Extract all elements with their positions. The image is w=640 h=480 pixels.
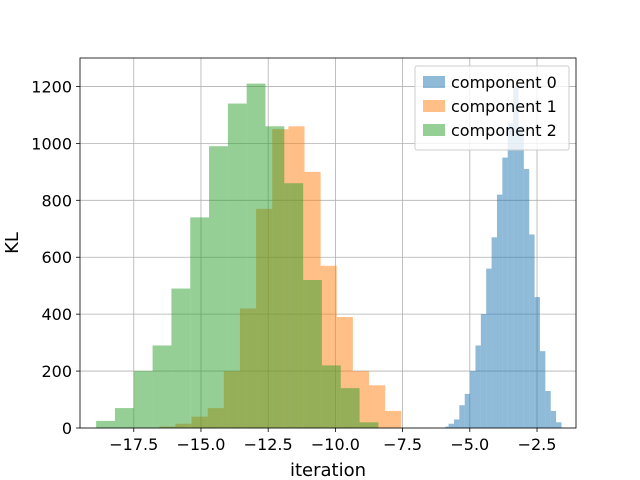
y-tick-label: 0 bbox=[62, 419, 72, 438]
histogram-bar bbox=[475, 345, 481, 428]
histogram-bar bbox=[209, 146, 228, 428]
histogram-bar bbox=[464, 393, 471, 428]
histogram-bar bbox=[529, 234, 535, 428]
plot-area-frame bbox=[79, 57, 577, 429]
x-tick-label: −10.0 bbox=[311, 435, 360, 454]
series-2-bars bbox=[96, 83, 379, 429]
histogram-bar bbox=[470, 371, 476, 428]
histogram-bar bbox=[190, 217, 210, 428]
y-axis-label: KL bbox=[2, 232, 23, 254]
histogram-bar bbox=[445, 426, 449, 428]
x-tick-label: −12.5 bbox=[244, 435, 293, 454]
x-tick-label: −2.5 bbox=[518, 435, 557, 454]
histogram-bar bbox=[453, 419, 460, 428]
y-tick-label: 600 bbox=[41, 248, 72, 267]
legend-label: component 2 bbox=[451, 121, 557, 140]
x-tick-label: −17.5 bbox=[109, 435, 158, 454]
histogram-bar bbox=[265, 126, 285, 429]
histogram-bar bbox=[368, 385, 386, 428]
histogram-bar bbox=[385, 410, 402, 428]
histogram-bar bbox=[523, 169, 530, 428]
histogram-bar bbox=[459, 405, 465, 428]
histogram-bar bbox=[246, 83, 266, 428]
histogram-bar bbox=[491, 237, 497, 428]
legend-label: component 0 bbox=[451, 73, 557, 92]
y-tick-label: 400 bbox=[41, 305, 72, 324]
histogram-bar bbox=[284, 183, 304, 428]
legend-label: component 1 bbox=[451, 97, 557, 116]
y-tick-label: 800 bbox=[41, 191, 72, 210]
series-0-bars bbox=[445, 86, 562, 429]
histogram-bar bbox=[321, 365, 341, 428]
legend-swatch bbox=[423, 124, 445, 136]
histogram-bar bbox=[303, 280, 322, 428]
histogram-bars bbox=[96, 83, 562, 429]
histogram-bar bbox=[114, 408, 134, 428]
histogram-bar bbox=[545, 391, 551, 428]
x-tick-label: −15.0 bbox=[176, 435, 225, 454]
legend-frame bbox=[414, 65, 570, 151]
histogram-bar bbox=[507, 123, 514, 428]
x-tick-label: −5.0 bbox=[450, 435, 489, 454]
legend-swatch bbox=[423, 76, 445, 88]
x-tick-label: −7.5 bbox=[383, 435, 422, 454]
histogram-bar bbox=[359, 422, 379, 428]
histogram-bar bbox=[480, 314, 487, 428]
histogram-bar bbox=[152, 345, 172, 428]
histogram-bar bbox=[486, 268, 492, 428]
histogram-bar bbox=[496, 194, 503, 428]
histogram-bar bbox=[513, 86, 519, 428]
histogram-bar bbox=[227, 103, 247, 429]
histogram-bar bbox=[340, 388, 360, 428]
histogram-bar bbox=[534, 297, 540, 428]
histogram-bar bbox=[518, 126, 524, 429]
histogram-bar bbox=[556, 422, 562, 428]
y-tick-label: 1200 bbox=[31, 77, 72, 96]
y-tick-label: 200 bbox=[41, 362, 72, 381]
y-tick-label: 1000 bbox=[31, 134, 72, 153]
histogram-bar bbox=[448, 423, 454, 428]
axis-ticks: −17.5 −15.0 −12.5 −10.0 −7.5 −5.0 −2.5 0 200 400 6… bbox=[31, 77, 556, 454]
histogram-bar bbox=[171, 288, 191, 428]
histogram-bar bbox=[96, 420, 115, 428]
histogram-bar bbox=[133, 371, 153, 428]
x-axis-label: iteration bbox=[290, 460, 366, 480]
legend-swatch bbox=[423, 100, 445, 112]
histogram-bar bbox=[550, 410, 557, 428]
legend: component 0 component 1 component 2 bbox=[414, 65, 570, 151]
histogram-bar bbox=[502, 157, 508, 428]
histogram-bar bbox=[539, 351, 546, 428]
